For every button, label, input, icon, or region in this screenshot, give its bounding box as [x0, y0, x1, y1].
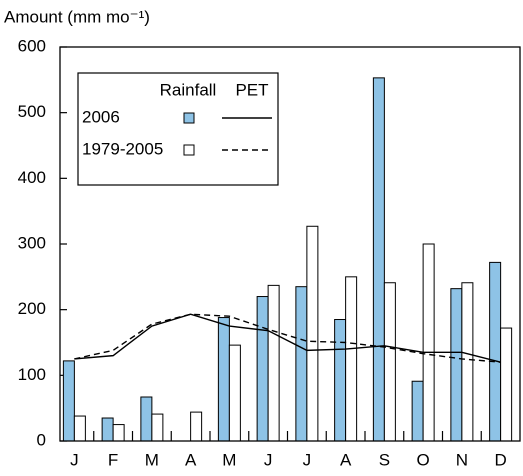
legend-label: 2006: [82, 107, 120, 126]
bar: [73, 415, 86, 442]
y-axis-label: Amount (mm mo⁻¹): [4, 7, 150, 26]
y-tick-label: 400: [18, 168, 46, 187]
y-tick-label: 0: [37, 430, 46, 449]
legend-box: [77, 72, 279, 186]
bar: [500, 327, 513, 442]
y-tick-label: 300: [18, 233, 46, 252]
x-tick-label: M: [222, 450, 236, 469]
legend-header: Rainfall: [160, 80, 217, 99]
bar: [306, 225, 319, 442]
x-tick-label: S: [379, 450, 390, 469]
bar: [461, 282, 474, 442]
x-tick-label: A: [185, 450, 197, 469]
bar: [256, 296, 269, 442]
bar: [217, 317, 230, 442]
bar: [295, 286, 308, 442]
x-tick-label: A: [340, 450, 352, 469]
bar: [489, 261, 502, 442]
x-tick-label: J: [303, 450, 312, 469]
legend-swatch: [183, 144, 195, 156]
legend-header: PET: [235, 80, 268, 99]
bar: [140, 396, 153, 442]
pet-line: [74, 313, 501, 363]
bar: [345, 276, 358, 442]
x-tick-label: J: [264, 450, 273, 469]
bar: [190, 411, 203, 442]
bar: [422, 243, 435, 442]
bar: [101, 417, 114, 442]
bar: [383, 282, 396, 442]
x-tick-label: J: [70, 450, 79, 469]
bar: [151, 413, 164, 442]
legend-label: 1979-2005: [82, 139, 163, 158]
plot-frame: [59, 46, 521, 442]
x-tick-label: N: [456, 450, 468, 469]
bar: [112, 424, 125, 442]
bar: [62, 360, 75, 442]
y-tick-label: 500: [18, 102, 46, 121]
bar: [228, 344, 241, 442]
bar: [450, 288, 463, 442]
x-tick-label: F: [108, 450, 118, 469]
bar: [411, 380, 424, 442]
y-tick-label: 600: [18, 36, 46, 55]
y-tick-label: 100: [18, 365, 46, 384]
bar: [372, 77, 385, 442]
y-tick-label: 200: [18, 299, 46, 318]
x-tick-label: O: [417, 450, 430, 469]
bar: [267, 284, 280, 442]
x-tick-label: M: [145, 450, 159, 469]
pet-line: [74, 313, 501, 363]
bar: [334, 319, 347, 442]
x-tick-label: D: [494, 450, 506, 469]
legend-swatch: [183, 112, 195, 124]
